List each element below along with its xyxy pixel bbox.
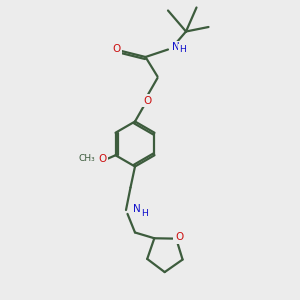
Text: O: O	[98, 154, 106, 164]
Text: O: O	[143, 95, 151, 106]
Text: H: H	[179, 45, 186, 54]
Text: CH₃: CH₃	[79, 154, 95, 163]
Text: O: O	[175, 232, 183, 242]
Text: N: N	[133, 203, 140, 214]
Text: H: H	[141, 208, 148, 217]
Text: O: O	[112, 44, 120, 55]
Text: N: N	[172, 42, 179, 52]
